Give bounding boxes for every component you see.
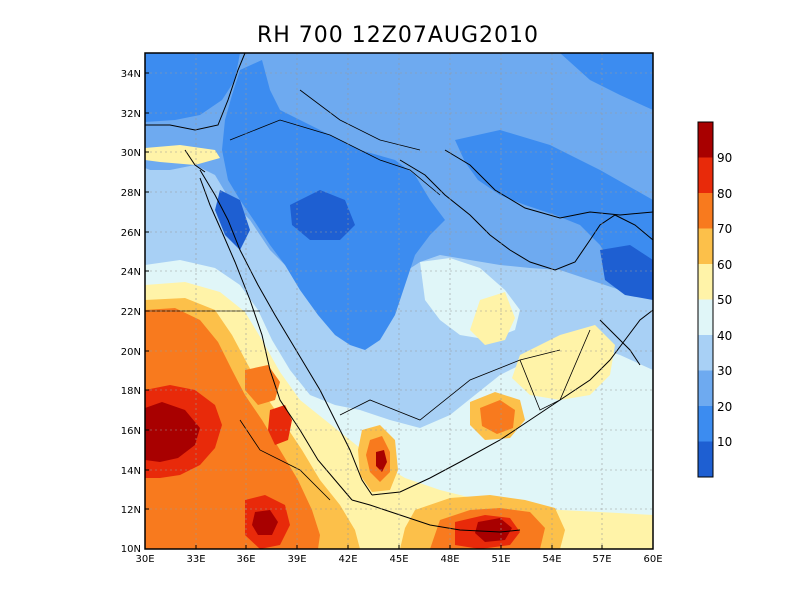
border-oman	[519, 329, 591, 411]
persian-gulf-coast	[399, 159, 653, 271]
colorbar-label: 30	[717, 364, 732, 378]
field-darkorange-hadramaut	[480, 400, 515, 434]
y-tick-label: 16N	[121, 426, 141, 437]
border-ethiopia	[239, 419, 331, 501]
colorbar-label: 80	[717, 187, 732, 201]
x-tick-label: 51E	[491, 554, 510, 565]
gulf-of-suez	[184, 149, 206, 173]
x-axis: 30E 33E 36E 39E 42E 45E 48E 51E 54E 57E …	[135, 545, 663, 565]
field-darkred-sanaa	[376, 450, 387, 472]
colorbar-swatch	[698, 335, 713, 371]
colorbar-label: 10	[717, 435, 732, 449]
x-tick-label: 57E	[592, 554, 611, 565]
x-tick-label: 45E	[389, 554, 408, 565]
field-dark-pocket-3	[215, 190, 250, 250]
colorbar-label: 90	[717, 151, 732, 165]
border-ksa-north	[229, 119, 441, 196]
y-tick-label: 28N	[121, 188, 141, 199]
field-ne-dry	[560, 53, 653, 110]
y-tick-label: 10N	[121, 544, 141, 555]
field-yellow-north	[145, 145, 220, 165]
x-tick-label: 48E	[440, 554, 459, 565]
colorbar-swatch	[698, 406, 713, 442]
colorbar-swatch	[698, 264, 713, 300]
colorbar-swatch	[698, 193, 713, 229]
field-darkorange-sudan	[145, 308, 320, 549]
field-dark-pocket-1	[290, 190, 355, 240]
colorbar-frame	[697, 121, 714, 478]
colorbar-swatch	[698, 157, 713, 193]
map-area	[145, 53, 653, 549]
oman-coast	[599, 319, 641, 366]
colorbar-swatch	[698, 122, 713, 158]
colorbar-label: 40	[717, 329, 732, 343]
colorbar-label: 70	[717, 222, 732, 236]
red-sea-west-coast	[199, 177, 353, 501]
y-tick-label: 26N	[121, 228, 141, 239]
y-tick-label: 32N	[121, 109, 141, 120]
field-darkred-yemen	[475, 518, 512, 542]
coastlines	[145, 53, 653, 533]
map-title: RH 700 12Z07AUG2010	[257, 23, 539, 48]
y-tick-label: 18N	[121, 386, 141, 397]
field-darkred-sudan	[145, 402, 200, 462]
colorbar-swatch	[698, 370, 713, 406]
gulf-of-aden-coast	[371, 309, 653, 496]
y-axis: 10N 12N 14N 16N 18N 20N 22N 24N 26N 28N …	[121, 69, 149, 555]
x-tick-label: 42E	[338, 554, 357, 565]
x-tick-label: 60E	[643, 554, 662, 565]
colorbar-label: 60	[717, 258, 732, 272]
field-iran-dry	[455, 130, 653, 300]
border-iraq	[299, 89, 421, 151]
y-tick-label: 30N	[121, 148, 141, 159]
mediterranean-coast	[145, 53, 246, 131]
border-ksa-south	[339, 349, 561, 421]
field-red-eritrea	[268, 405, 292, 445]
x-tick-label: 39E	[287, 554, 306, 565]
y-tick-label: 34N	[121, 69, 141, 80]
colorbar-swatch	[698, 441, 713, 477]
y-tick-label: 22N	[121, 307, 141, 318]
iran-coast	[444, 149, 653, 219]
x-tick-label: 36E	[236, 554, 255, 565]
field-med-dry	[145, 53, 240, 122]
x-tick-label: 30E	[135, 554, 154, 565]
field-dark-pocket-2	[600, 245, 653, 300]
somalia-coast	[351, 499, 521, 533]
field-yellow-oman	[512, 325, 615, 400]
y-tick-label: 14N	[121, 466, 141, 477]
colorbar-label: 20	[717, 400, 732, 414]
red-sea-east-coast	[199, 169, 373, 496]
field-yellow-ksa	[470, 292, 515, 345]
y-tick-label: 20N	[121, 347, 141, 358]
colorbar-swatch	[698, 228, 713, 264]
colorbar: 90 80 70 60 50 40 30 20 10	[697, 121, 732, 478]
colorbar-swatch	[698, 299, 713, 335]
colorbar-label: 50	[717, 293, 732, 307]
field-darkred-ethiopia	[252, 510, 278, 535]
y-tick-label: 12N	[121, 505, 141, 516]
y-tick-label: 24N	[121, 267, 141, 278]
x-tick-label: 54E	[542, 554, 561, 565]
x-tick-label: 33E	[186, 554, 205, 565]
